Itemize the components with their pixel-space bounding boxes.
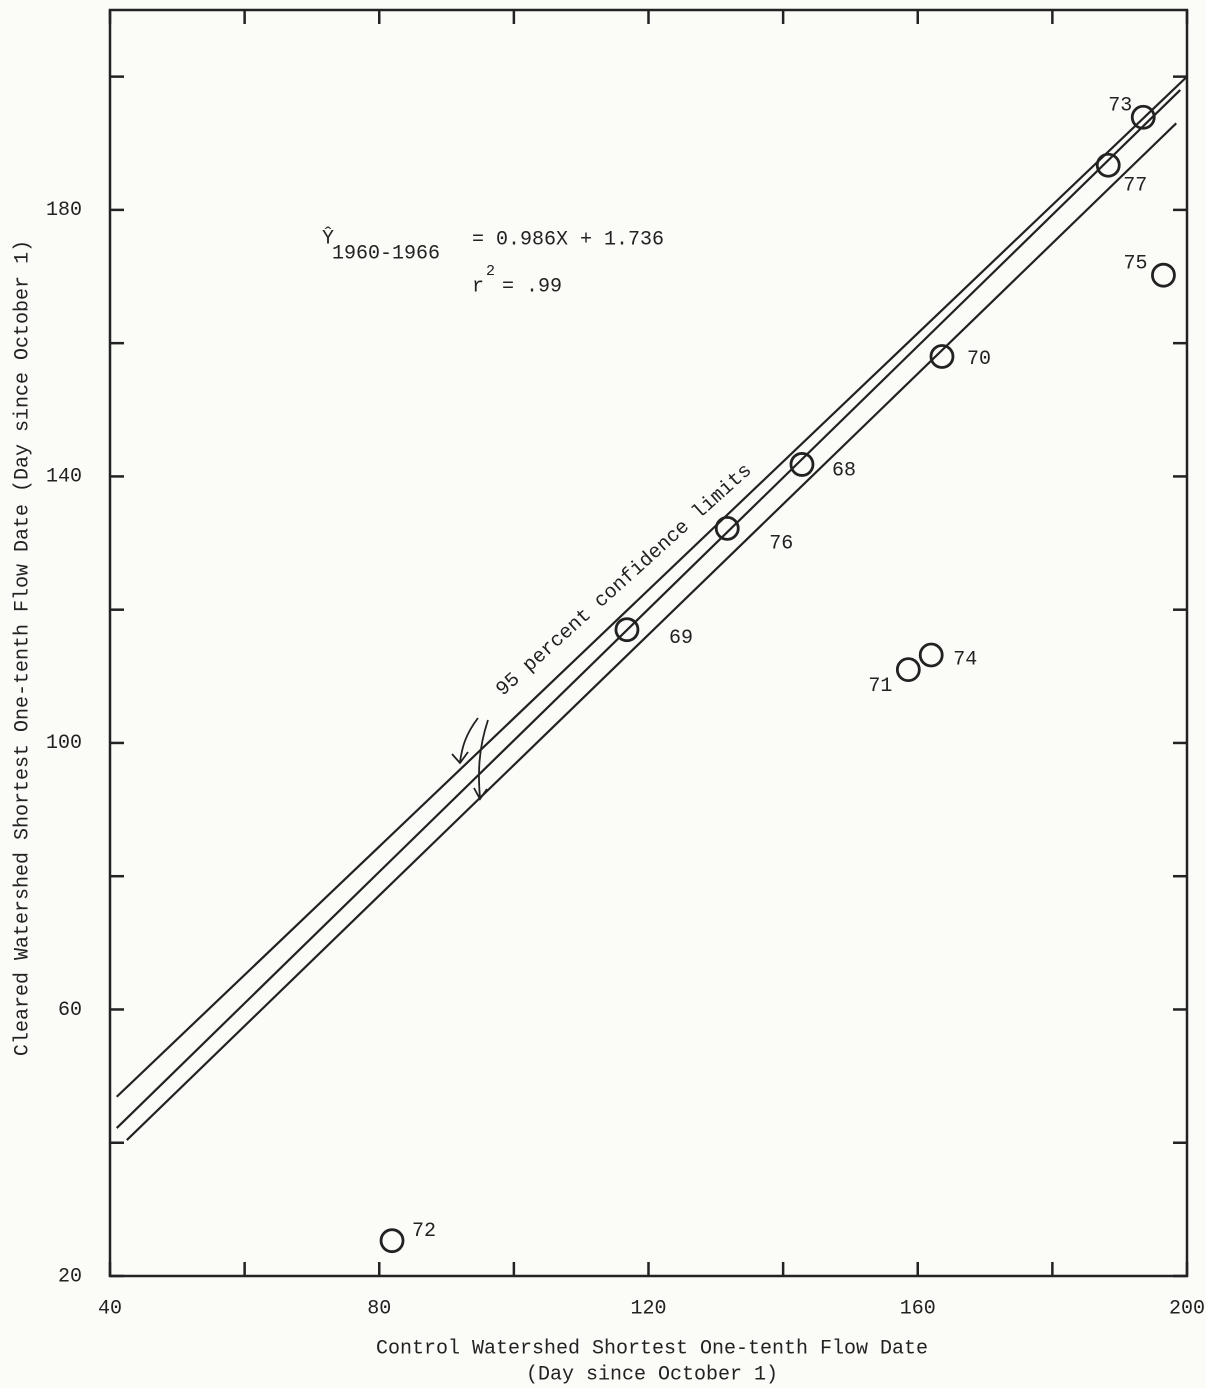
x-tick-label: 80 [367,1297,391,1320]
point-label: 76 [769,533,793,556]
r2-rhs: = .99 [502,275,562,298]
data-point [1095,152,1121,178]
annotation-arrow [451,717,479,765]
point-label: 73 [1108,95,1132,118]
data-point [895,657,921,683]
x-axis-label-sub: (Day since October 1) [526,1363,778,1386]
x-axis-label: Control Watershed Shortest One-tenth Flo… [376,1337,928,1360]
x-tick-label: 40 [98,1297,122,1320]
data-point [929,344,955,369]
equation-y: Ŷ [322,226,334,250]
data-point [1130,104,1156,130]
y-tick-label: 140 [46,466,82,489]
y-tick-label: 60 [58,999,82,1022]
point-label: 70 [967,348,991,371]
y-axis-label: Cleared Watershed Shortest One-tenth Flo… [11,240,34,1056]
data-point [789,452,815,477]
y-tick-label: 180 [46,199,82,222]
point-label: 69 [669,627,693,650]
r2-sup: 2 [486,263,495,280]
x-tick-label: 160 [900,1297,936,1320]
annotation-arrow [473,719,489,801]
r2-base: r [472,275,484,298]
point-label: 77 [1123,175,1147,198]
data-point [714,515,740,541]
point-label: 72 [412,1220,436,1243]
fit-line [126,122,1177,1141]
data-point [614,617,640,643]
data-point [1151,262,1176,288]
fit-line [115,89,1182,1129]
y-tick-label: 20 [58,1265,82,1288]
fit-line [115,75,1188,1098]
point-label: 75 [1123,252,1147,275]
x-tick-label: 200 [1169,1297,1205,1320]
point-label: 74 [953,648,977,671]
confidence-annotation: 95 percent confidence limits [492,460,757,702]
point-label: 68 [832,460,856,483]
data-point [379,1228,405,1254]
plot-frame [108,8,1189,1278]
equation-rhs: = 0.986X + 1.736 [472,228,664,251]
point-label: 71 [868,675,892,698]
data-point [918,642,944,668]
equation-subscript: 1960-1966 [332,242,440,265]
x-tick-label: 120 [630,1297,666,1320]
y-tick-label: 100 [46,732,82,755]
